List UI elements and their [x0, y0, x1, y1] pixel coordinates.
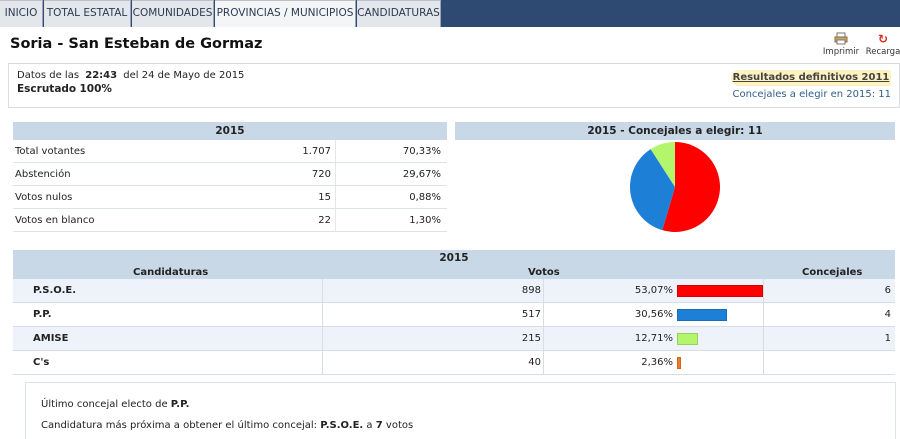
tab-total-estatal[interactable]: TOTAL ESTATAL: [44, 0, 131, 27]
row-count: 1.707: [302, 146, 331, 157]
vote-bar: [677, 357, 681, 369]
row-label: Abstención: [15, 169, 71, 180]
party-seats: 1: [884, 333, 891, 344]
party-name: P.S.O.E.: [33, 285, 77, 296]
last-party: P.P.: [170, 399, 190, 410]
party-seats: 4: [884, 309, 891, 320]
table-row: Total votantes 1.707 70,33%: [13, 140, 447, 163]
tab-inicio[interactable]: INICIO: [0, 0, 43, 27]
col-votos: Votos: [528, 267, 560, 278]
row-label: Votos nulos: [15, 192, 73, 203]
participation-header: 2015: [13, 122, 447, 140]
party-seats: 6: [884, 285, 891, 296]
next-party: P.S.O.E.: [320, 420, 364, 431]
party-votes: 40: [528, 357, 541, 368]
reload-icon: ↻: [877, 32, 889, 46]
row-pct: 29,67%: [402, 169, 441, 180]
vote-bar: [677, 285, 763, 297]
party-name: P.P.: [33, 309, 52, 320]
party-pct: 53,07%: [634, 285, 673, 296]
participation-table: 2015 Total votantes 1.707 70,33% Abstenc…: [13, 122, 447, 232]
escrutado-value: 100%: [79, 83, 112, 95]
tab-provincias-municipios[interactable]: PROVINCIAS / MUNICIPIOS: [215, 0, 356, 27]
pie-slice: [662, 142, 720, 232]
table-row: Abstención 720 29,67%: [13, 163, 447, 186]
party-pct: 2,36%: [641, 357, 673, 368]
row-label: Votos en blanco: [15, 215, 95, 226]
results-column-headers: Candidaturas Votos Concejales: [13, 266, 895, 279]
pie-slice: [650, 142, 675, 187]
last-prefix: Último concejal electo de: [41, 399, 168, 410]
seats-pie-chart: [630, 142, 720, 232]
results-header: 2015: [13, 250, 895, 266]
table-row: AMISE 215 12,71% 1: [13, 327, 895, 351]
party-pct: 30,56%: [634, 309, 673, 320]
row-pct: 0,88%: [409, 192, 441, 203]
seats-pie-panel: 2015 - Concejales a elegir: 11: [455, 122, 895, 242]
table-row: P.P. 517 30,56% 4: [13, 303, 895, 327]
next-prefix: Candidatura más próxima a obtener el últ…: [41, 420, 318, 431]
row-pct: 1,30%: [409, 215, 441, 226]
table-row: Votos en blanco 22 1,30%: [13, 209, 447, 232]
page-title: Soria - San Esteban de Gormaz: [10, 36, 263, 52]
tab-comunidades[interactable]: COMUNIDADES: [132, 0, 214, 27]
datos-prefix: Datos de las: [17, 70, 80, 81]
info-box: Datos de las 22:43 del 24 de Mayo de 201…: [8, 64, 900, 108]
vote-bar: [677, 309, 727, 321]
row-count: 15: [318, 192, 331, 203]
footer-box: Último concejal electo de P.P. Candidatu…: [25, 382, 896, 439]
pie-header: 2015 - Concejales a elegir: 11: [455, 122, 895, 140]
party-votes: 898: [521, 285, 541, 296]
escrutado-line: Escrutado 100%: [17, 83, 112, 95]
col-concejales: Concejales: [802, 267, 863, 278]
pie-slice: [630, 149, 675, 231]
row-pct: 70,33%: [402, 146, 441, 157]
printer-icon: [822, 32, 860, 47]
party-votes: 517: [521, 309, 541, 320]
tab-candidaturas[interactable]: CANDIDATURAS: [357, 0, 441, 27]
print-label: Imprimir: [822, 47, 860, 57]
party-name: AMISE: [33, 333, 69, 344]
data-timestamp: Datos de las 22:43 del 24 de Mayo de 201…: [17, 70, 244, 81]
data-date: del 24 de Mayo de 2015: [123, 70, 245, 81]
last-councillor-line: Último concejal electo de P.P.: [41, 399, 189, 410]
previous-results-link[interactable]: Resultados definitivos 2011: [731, 70, 891, 86]
reload-label: Recarga: [865, 47, 900, 57]
party-pct: 12,71%: [634, 333, 673, 344]
next-councillor-line: Candidatura más próxima a obtener el últ…: [41, 420, 413, 431]
reload-button[interactable]: ↻ Recarga: [864, 32, 900, 60]
top-navigation: INICIO TOTAL ESTATAL COMUNIDADES PROVINC…: [0, 0, 900, 27]
table-row: Votos nulos 15 0,88%: [13, 186, 447, 209]
table-row: P.S.O.E. 898 53,07% 6: [13, 279, 895, 303]
escrutado-label: Escrutado: [17, 83, 77, 95]
row-count: 720: [311, 169, 331, 180]
print-button[interactable]: Imprimir: [822, 32, 860, 60]
party-name: C's: [33, 357, 50, 368]
row-count: 22: [318, 215, 331, 226]
next-votes: 7: [375, 420, 383, 431]
divider: [8, 63, 900, 64]
results-table: 2015 Candidaturas Votos Concejales P.S.O…: [13, 250, 895, 375]
party-votes: 215: [521, 333, 541, 344]
data-time: 22:43: [85, 70, 118, 81]
table-row: C's 40 2,36%: [13, 351, 895, 375]
next-mid: a: [366, 420, 373, 431]
col-candidaturas: Candidaturas: [133, 267, 209, 278]
row-label: Total votantes: [15, 146, 86, 157]
concejales-a-elegir: Concejales a elegir en 2015: 11: [732, 89, 891, 100]
next-suffix: votos: [385, 420, 414, 431]
vote-bar: [677, 333, 698, 345]
